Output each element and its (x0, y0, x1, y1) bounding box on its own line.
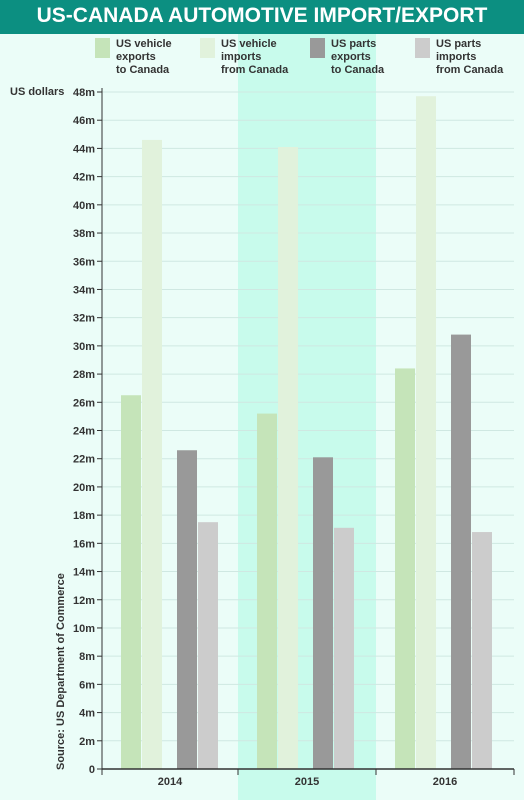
y-tick-label: 44m (73, 143, 95, 155)
legend-item-parts-exports: US parts exports to Canada (310, 38, 419, 77)
y-tick-label: 48m (73, 87, 95, 99)
x-tick-label: 2016 (433, 776, 457, 788)
y-tick-label: 22m (73, 454, 95, 466)
y-tick-label: 18m (73, 510, 95, 522)
y-tick-label: 40m (73, 200, 95, 212)
bar (395, 368, 415, 769)
y-tick-label: 26m (73, 397, 95, 409)
y-tick-label: 36m (73, 256, 95, 268)
title-bar: US-CANADA AUTOMOTIVE IMPORT/EXPORT (0, 0, 524, 34)
y-tick-label: 8m (79, 651, 95, 663)
bar (278, 147, 298, 770)
legend-item-vehicle-imports: US vehicle imports from Canada (200, 38, 309, 77)
y-tick-label: 32m (73, 313, 95, 325)
bar (313, 457, 333, 769)
bar (416, 96, 436, 769)
legend-swatch (95, 38, 110, 58)
y-tick-label: 14m (73, 567, 95, 579)
source-note: Source: US Department of Commerce (55, 573, 67, 770)
y-tick-label: 16m (73, 538, 95, 550)
y-tick-label: 34m (73, 284, 95, 296)
bar (177, 450, 197, 769)
bar (257, 413, 277, 769)
y-tick-label: 38m (73, 228, 95, 240)
legend-label: US parts exports to Canada (331, 38, 385, 76)
x-tick-label: 2015 (295, 776, 319, 788)
y-tick-label: 2m (79, 736, 95, 748)
legend-item-vehicle-exports: US vehicle exports to Canada (95, 38, 204, 77)
y-tick-label: 30m (73, 341, 95, 353)
y-tick-label: 42m (73, 172, 95, 184)
bar (121, 395, 141, 769)
legend-item-parts-imports: US parts imports from Canada (415, 38, 524, 77)
bar (451, 334, 471, 769)
bar (142, 139, 162, 769)
y-axis-unit-label: US dollars (10, 86, 65, 98)
y-tick-label: 12m (73, 595, 95, 607)
y-tick-label: 0 (89, 764, 95, 776)
bar (198, 522, 218, 769)
x-tick-label: 2014 (158, 776, 183, 788)
legend-swatch (415, 38, 430, 58)
legend-swatch (200, 38, 215, 58)
legend-label: US vehicle exports to Canada (116, 38, 172, 76)
y-tick-label: 24m (73, 426, 95, 438)
y-tick-label: 10m (73, 623, 95, 635)
bar (334, 527, 354, 769)
y-tick-label: 20m (73, 482, 95, 494)
legend-label: US parts imports from Canada (436, 38, 504, 76)
y-tick-label: 6m (79, 679, 95, 691)
legend-label: US vehicle imports from Canada (221, 38, 289, 76)
legend-swatch (310, 38, 325, 58)
y-tick-label: 46m (73, 115, 95, 127)
chart-title: US-CANADA AUTOMOTIVE IMPORT/EXPORT (36, 4, 488, 27)
bar (472, 532, 492, 769)
y-tick-label: 28m (73, 369, 95, 381)
y-tick-label: 4m (79, 708, 95, 720)
